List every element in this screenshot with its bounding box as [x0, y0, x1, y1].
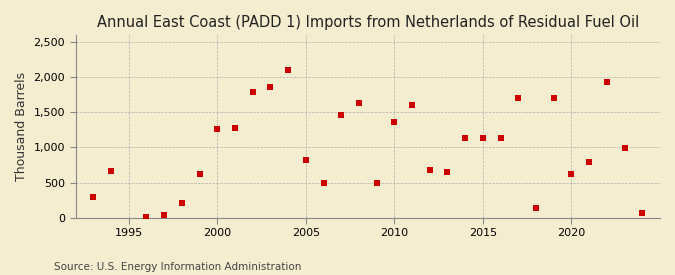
Point — [141, 215, 152, 219]
Point — [230, 126, 240, 130]
Point — [425, 168, 435, 172]
Point — [176, 201, 187, 205]
Point — [637, 211, 648, 216]
Point — [105, 169, 116, 174]
Point — [460, 136, 470, 141]
Point — [318, 181, 329, 185]
Point — [548, 95, 559, 100]
Point — [566, 172, 577, 177]
Point — [371, 180, 382, 185]
Y-axis label: Thousand Barrels: Thousand Barrels — [15, 72, 28, 181]
Point — [354, 100, 364, 105]
Point — [513, 96, 524, 101]
Point — [389, 119, 400, 124]
Point — [601, 79, 612, 84]
Point — [265, 84, 276, 89]
Text: Source: U.S. Energy Information Administration: Source: U.S. Energy Information Administ… — [54, 262, 301, 272]
Point — [495, 136, 506, 140]
Point — [283, 68, 294, 73]
Point — [194, 172, 205, 177]
Point — [212, 127, 223, 131]
Point — [247, 90, 258, 94]
Point — [159, 213, 169, 218]
Point — [442, 170, 453, 175]
Point — [531, 206, 541, 211]
Point — [406, 103, 417, 107]
Point — [619, 146, 630, 150]
Point — [336, 113, 347, 117]
Point — [477, 136, 488, 140]
Point — [300, 158, 311, 162]
Title: Annual East Coast (PADD 1) Imports from Netherlands of Residual Fuel Oil: Annual East Coast (PADD 1) Imports from … — [97, 15, 639, 30]
Point — [584, 160, 595, 164]
Point — [88, 195, 99, 199]
